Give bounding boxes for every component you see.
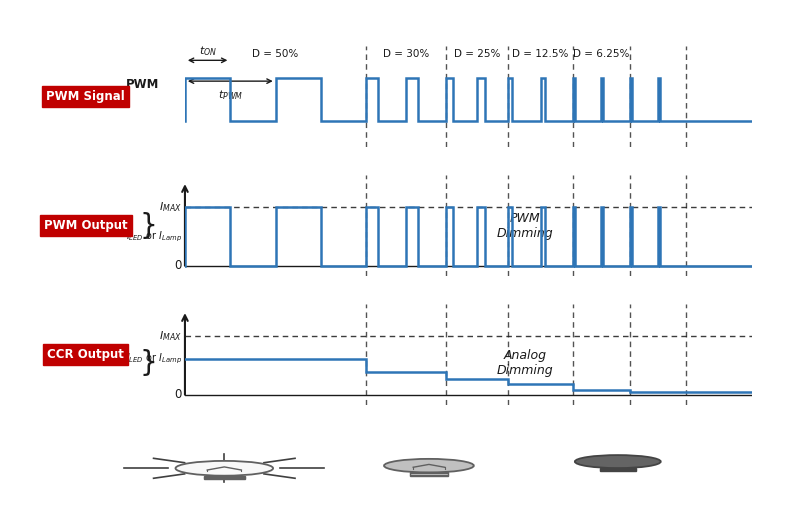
Text: PWM Output: PWM Output (44, 219, 127, 232)
Text: }: } (139, 212, 157, 240)
Ellipse shape (176, 461, 273, 476)
Ellipse shape (575, 455, 661, 468)
Text: D = 6.25%: D = 6.25% (573, 49, 630, 58)
Text: D = 30%: D = 30% (382, 49, 429, 58)
Text: }: } (139, 349, 157, 377)
Text: 0: 0 (175, 388, 182, 401)
Text: $I_{MAX}$: $I_{MAX}$ (159, 201, 182, 214)
Text: PWM
Dimming: PWM Dimming (497, 212, 553, 240)
Text: $t_{ON}$: $t_{ON}$ (198, 44, 216, 58)
Bar (600, 468, 636, 471)
Text: PWM Signal: PWM Signal (46, 90, 125, 103)
Ellipse shape (384, 459, 474, 473)
Text: $t_{PWM}$: $t_{PWM}$ (218, 88, 243, 102)
Text: Analog
Dimming: Analog Dimming (497, 349, 553, 377)
Text: D = 25%: D = 25% (453, 49, 500, 58)
Text: 0: 0 (175, 259, 182, 272)
Text: $I_{MAX}$: $I_{MAX}$ (159, 330, 182, 343)
Text: $I_{LED}$ or $I_{Lamp}$: $I_{LED}$ or $I_{Lamp}$ (126, 229, 182, 244)
Bar (204, 476, 245, 479)
Text: $I_{LED}$ or $I_{Lamp}$: $I_{LED}$ or $I_{Lamp}$ (126, 351, 182, 366)
Text: PWM: PWM (126, 78, 160, 91)
Bar (410, 472, 448, 476)
Text: D = 50%: D = 50% (253, 49, 299, 58)
Text: CCR Output: CCR Output (47, 348, 124, 361)
Text: D = 12.5%: D = 12.5% (512, 49, 569, 58)
